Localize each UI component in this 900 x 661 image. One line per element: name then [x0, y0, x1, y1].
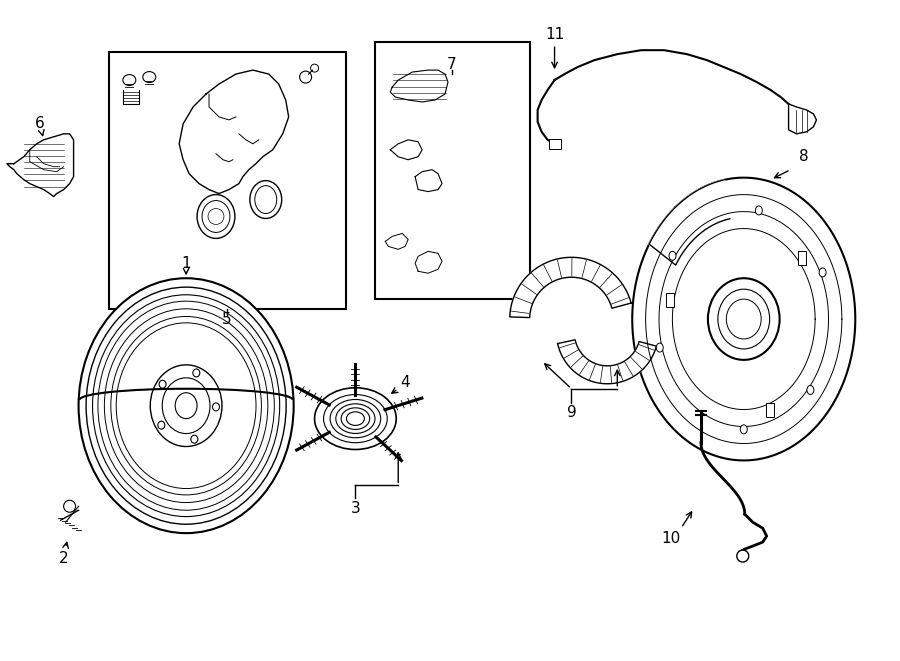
Bar — [549, 139, 561, 149]
Bar — [375, 42, 530, 299]
Polygon shape — [385, 233, 409, 249]
Text: 6: 6 — [35, 116, 45, 132]
Ellipse shape — [819, 268, 826, 277]
Text: 3: 3 — [350, 501, 360, 516]
Ellipse shape — [162, 378, 210, 434]
Ellipse shape — [669, 251, 676, 260]
Bar — [798, 251, 806, 265]
Ellipse shape — [212, 403, 220, 411]
Ellipse shape — [315, 388, 396, 449]
Ellipse shape — [656, 343, 663, 352]
Polygon shape — [649, 180, 743, 319]
Polygon shape — [415, 251, 442, 273]
Ellipse shape — [191, 435, 198, 443]
Text: 4: 4 — [400, 375, 410, 390]
Polygon shape — [179, 70, 289, 194]
Text: 8: 8 — [798, 149, 808, 164]
Ellipse shape — [176, 393, 197, 418]
Text: 2: 2 — [58, 551, 68, 566]
Bar — [110, 52, 346, 309]
Ellipse shape — [159, 380, 166, 388]
Text: 10: 10 — [662, 531, 680, 545]
Ellipse shape — [143, 71, 156, 83]
Polygon shape — [391, 70, 448, 102]
Circle shape — [64, 500, 76, 512]
Ellipse shape — [123, 75, 136, 85]
Text: 1: 1 — [181, 256, 191, 271]
Text: 7: 7 — [447, 57, 457, 71]
Ellipse shape — [755, 206, 762, 215]
Ellipse shape — [807, 385, 814, 395]
Ellipse shape — [250, 180, 282, 219]
Polygon shape — [415, 170, 442, 192]
Polygon shape — [391, 140, 422, 160]
Text: 11: 11 — [544, 26, 564, 42]
Ellipse shape — [78, 278, 293, 533]
Ellipse shape — [708, 278, 779, 360]
Polygon shape — [632, 178, 855, 461]
Polygon shape — [7, 134, 74, 196]
Ellipse shape — [197, 194, 235, 239]
Polygon shape — [649, 180, 730, 265]
Bar — [666, 293, 673, 307]
Text: 5: 5 — [222, 311, 232, 327]
Polygon shape — [509, 257, 631, 317]
Bar — [766, 403, 774, 417]
Polygon shape — [788, 104, 816, 134]
Ellipse shape — [726, 299, 761, 339]
Polygon shape — [558, 340, 656, 384]
Ellipse shape — [158, 421, 165, 429]
Ellipse shape — [193, 369, 200, 377]
Circle shape — [300, 71, 311, 83]
Ellipse shape — [150, 365, 222, 447]
Ellipse shape — [741, 425, 747, 434]
Text: 9: 9 — [567, 405, 576, 420]
Circle shape — [310, 64, 319, 72]
Circle shape — [737, 550, 749, 562]
